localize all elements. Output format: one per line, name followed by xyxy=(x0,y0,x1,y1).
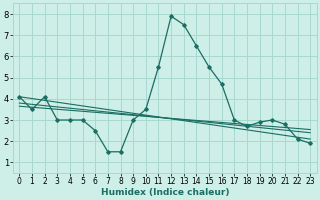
X-axis label: Humidex (Indice chaleur): Humidex (Indice chaleur) xyxy=(100,188,229,197)
